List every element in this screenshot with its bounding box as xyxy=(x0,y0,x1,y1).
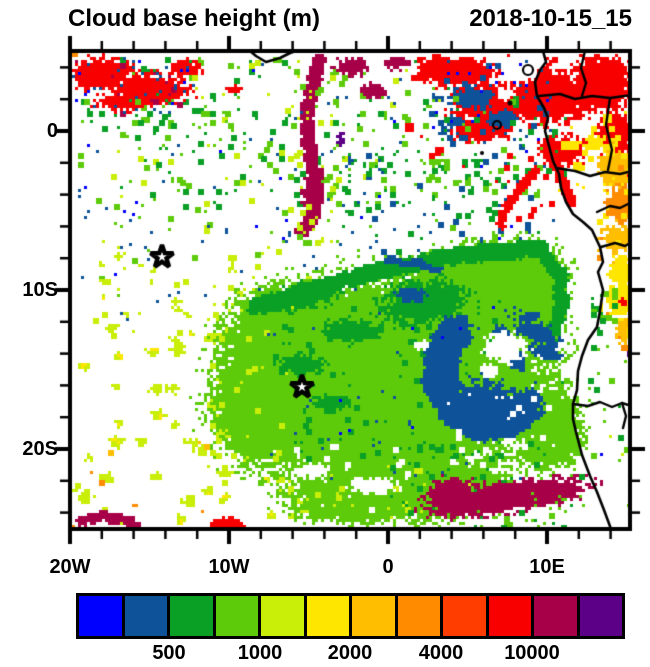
colorbar-swatch xyxy=(352,596,395,636)
colorbar-swatch xyxy=(579,596,622,636)
colorbar-tick-label: 10000 xyxy=(504,642,560,664)
colorbar-swatch xyxy=(215,596,258,636)
colorbar-swatch xyxy=(170,596,213,636)
colorbar-swatch xyxy=(534,596,577,636)
colorbar-swatch xyxy=(79,596,122,636)
y-tick-label: 10S xyxy=(22,279,58,301)
colorbar-swatch xyxy=(488,596,531,636)
colorbar-tick-label: 500 xyxy=(152,642,186,664)
x-tick-label: 10E xyxy=(529,556,565,578)
plot-title: Cloud base height (m) xyxy=(68,5,320,32)
x-tick-label: 20W xyxy=(49,556,91,578)
plot-timestamp: 2018-10-15_15 xyxy=(469,5,632,32)
x-tick-label: 0 xyxy=(382,556,394,578)
colorbar-tick-label: 2000 xyxy=(327,642,373,664)
colorbar-tick-label: 1000 xyxy=(237,642,283,664)
y-tick-label: 20S xyxy=(22,438,58,460)
colorbar-swatch xyxy=(443,596,486,636)
colorbar-swatch xyxy=(124,596,167,636)
colorbar-swatch xyxy=(306,596,349,636)
colorbar-tick-label: 4000 xyxy=(418,642,464,664)
colorbar-swatch xyxy=(397,596,440,636)
x-tick-label: 10W xyxy=(208,556,250,578)
colorbar-swatch xyxy=(261,596,304,636)
y-tick-label: 0 xyxy=(46,120,58,142)
colorbar xyxy=(76,593,625,639)
